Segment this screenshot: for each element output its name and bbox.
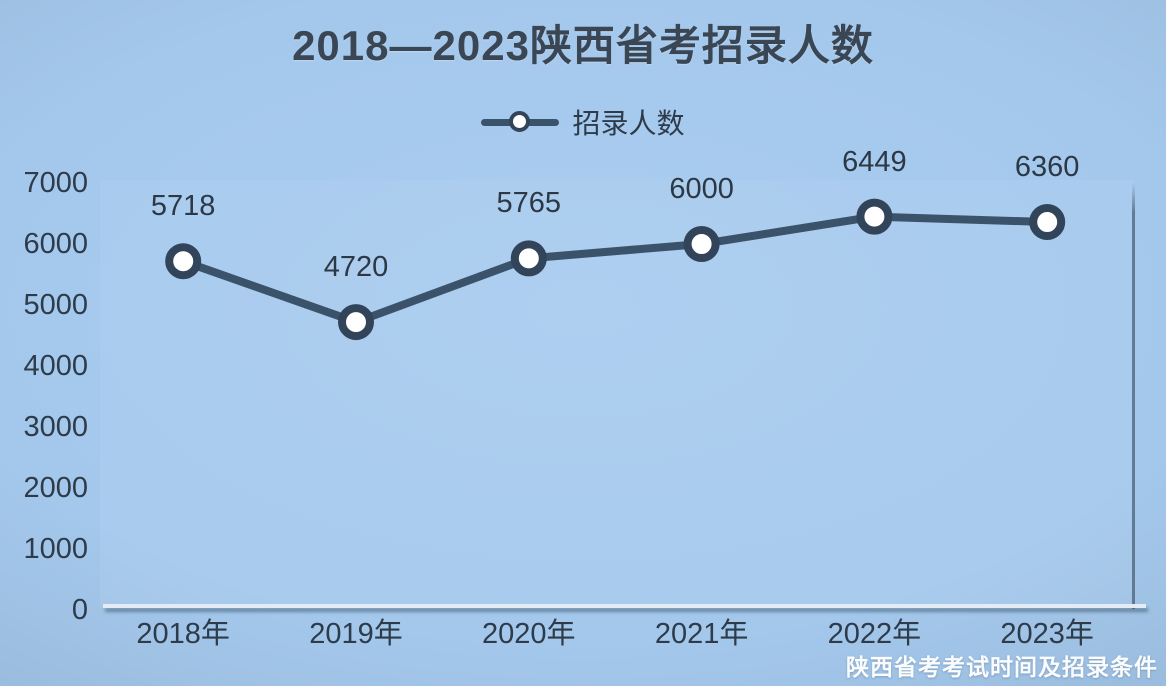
y-axis-tick-label: 7000	[23, 167, 88, 199]
y-axis-tick-label: 3000	[23, 411, 88, 443]
watermark: 陕西省考考试时间及招录条件	[846, 655, 1158, 680]
y-axis-tick-label: 5000	[23, 289, 88, 321]
data-point-marker	[856, 198, 893, 235]
legend-line-marker-icon	[481, 108, 560, 136]
x-axis-tick-label: 2021年	[654, 618, 749, 650]
legend-label: 招录人数	[572, 108, 685, 139]
legend: 招录人数	[0, 102, 1166, 142]
x-axis-tick-label: 2022年	[827, 618, 922, 650]
x-axis-tick-label: 2020年	[482, 618, 576, 650]
y-axis-tick-label: 2000	[23, 472, 88, 504]
legend-dot-icon	[509, 111, 531, 132]
x-axis-line	[103, 604, 1146, 608]
data-point-marker	[338, 304, 374, 341]
data-point-value-label: 5718	[150, 190, 216, 223]
x-axis-tick-label: 2019年	[309, 618, 403, 650]
x-axis-tick-label: 2018年	[136, 618, 230, 650]
y-axis-tick-label: 6000	[23, 228, 88, 260]
chart-title: 2018—2023陕西省考招录人数	[292, 22, 874, 69]
data-point-marker	[683, 226, 720, 262]
y-axis-tick-label: 0	[71, 594, 88, 626]
y-axis-tick-label: 4000	[23, 350, 88, 382]
data-point-value-label: 5765	[496, 187, 562, 220]
plot-right-border	[1132, 183, 1135, 609]
data-point-value-label: 6360	[1014, 151, 1080, 184]
data-point-marker	[165, 243, 202, 280]
x-axis-tick-label: 2023年	[1000, 618, 1094, 650]
data-point-value-label: 4720	[323, 251, 389, 284]
data-point-value-label: 6000	[669, 173, 734, 205]
data-point-marker	[1029, 204, 1066, 241]
y-axis-tick-label: 1000	[23, 533, 88, 565]
data-point-value-label: 6449	[842, 145, 907, 178]
data-point-marker	[510, 240, 547, 277]
